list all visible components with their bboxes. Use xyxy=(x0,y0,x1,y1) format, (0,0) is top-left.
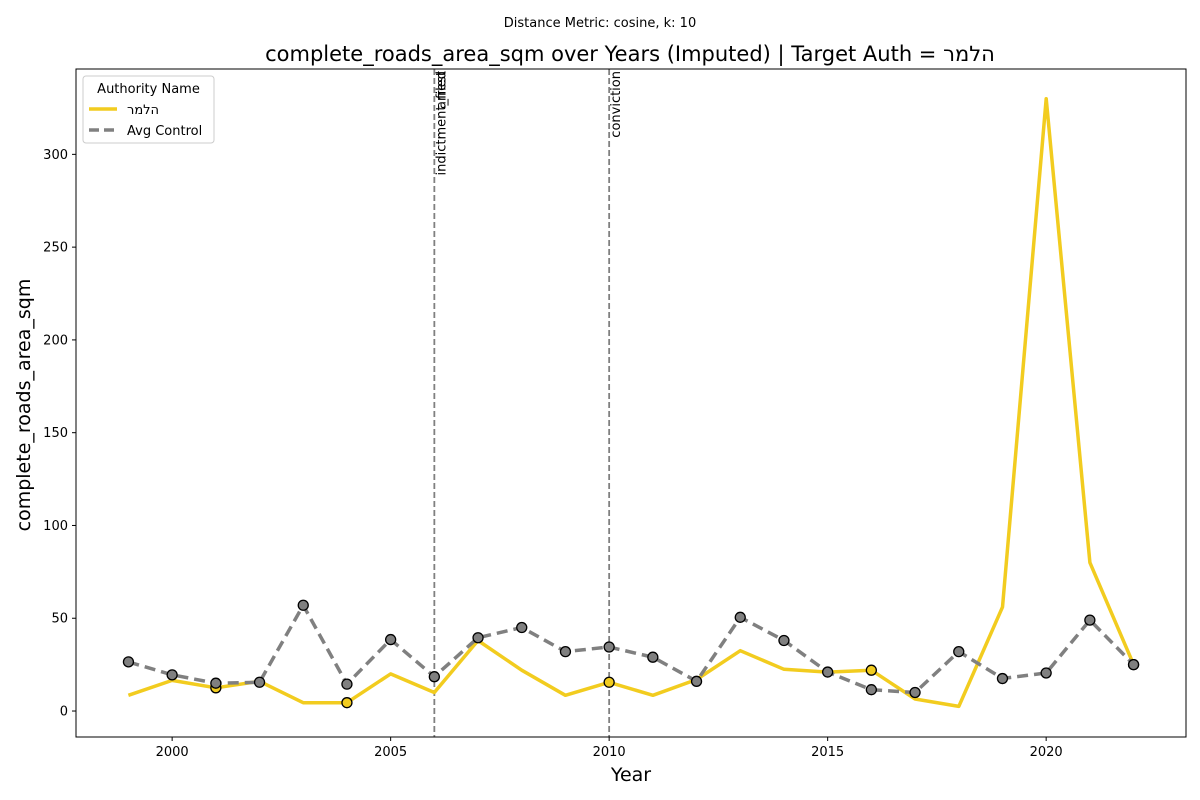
data-point xyxy=(909,686,921,699)
data-point xyxy=(996,672,1009,685)
x-tick-label: 2015 xyxy=(811,745,844,760)
data-point xyxy=(603,676,615,688)
x-axis-label: Year xyxy=(610,764,651,786)
legend: Authority Name הלמר Avg Control xyxy=(82,75,215,144)
series-line xyxy=(127,96,1136,709)
data-point xyxy=(341,678,353,690)
data-point xyxy=(778,634,790,647)
y-tick-label: 300 xyxy=(43,148,68,163)
x-axis-ticks: 2000 2005 2010 2015 2020 xyxy=(156,737,1063,760)
chart-title: complete_roads_area_sqm over Years (Impu… xyxy=(265,42,995,67)
data-point xyxy=(297,599,309,611)
y-tick-label: 250 xyxy=(43,241,68,256)
data-point xyxy=(341,697,353,709)
data-point xyxy=(384,633,397,646)
y-tick-label: 0 xyxy=(60,705,68,720)
x-tick-label: 2000 xyxy=(156,745,189,760)
data-point xyxy=(865,664,878,676)
legend-box xyxy=(82,75,215,144)
data-point xyxy=(253,676,266,688)
y-tick-label: 150 xyxy=(43,426,68,441)
data-point xyxy=(1127,658,1140,671)
data-point xyxy=(865,684,878,696)
data-point xyxy=(166,669,178,681)
series-group xyxy=(122,96,1140,709)
plot-frame xyxy=(75,68,1187,738)
x-tick-label: 2005 xyxy=(374,745,407,760)
event-label: conviction xyxy=(609,71,624,138)
data-point xyxy=(647,651,659,663)
x-tick-label: 2020 xyxy=(1030,745,1063,760)
y-tick-label: 200 xyxy=(43,333,68,348)
data-point xyxy=(516,621,528,634)
event-label: indictment_filed xyxy=(434,71,449,176)
data-point xyxy=(122,656,135,668)
plot-area xyxy=(76,69,1186,737)
data-point xyxy=(822,666,834,678)
data-point xyxy=(690,675,703,687)
legend-label-control: Avg Control xyxy=(127,124,202,139)
legend-label-target: הלמר xyxy=(127,103,159,118)
event-label: arrest xyxy=(434,71,449,109)
data-point xyxy=(210,677,222,689)
data-point xyxy=(603,641,615,653)
data-point xyxy=(734,611,746,623)
x-tick-label: 2010 xyxy=(593,745,626,760)
y-axis-ticks: 0 50 100 150 200 250 300 xyxy=(43,148,76,720)
data-point xyxy=(1084,614,1096,626)
y-tick-label: 100 xyxy=(43,519,68,534)
data-point xyxy=(559,645,572,658)
data-point xyxy=(428,671,440,683)
series-line xyxy=(127,603,1135,695)
y-axis-label: complete_roads_area_sqm xyxy=(13,279,35,532)
data-point xyxy=(953,645,965,658)
data-point xyxy=(1040,667,1052,679)
data-point xyxy=(472,632,484,644)
y-tick-label: 50 xyxy=(51,612,68,627)
legend-title: Authority Name xyxy=(97,82,200,97)
chart-suptitle: Distance Metric: cosine, k: 10 xyxy=(504,16,696,31)
